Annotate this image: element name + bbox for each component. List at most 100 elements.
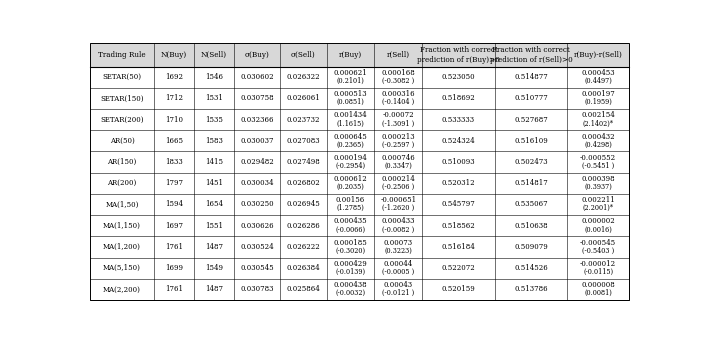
Text: 0.002211: 0.002211 xyxy=(581,196,615,204)
Text: 0.030545: 0.030545 xyxy=(240,264,274,272)
Text: MA(1,50): MA(1,50) xyxy=(105,201,139,208)
Text: SETAR(150): SETAR(150) xyxy=(100,94,144,102)
Text: 0.510638: 0.510638 xyxy=(515,222,548,230)
Text: 0.026286: 0.026286 xyxy=(286,222,320,230)
Text: 0.518562: 0.518562 xyxy=(442,222,475,230)
Text: (-0.0005 ): (-0.0005 ) xyxy=(382,268,414,276)
Text: 0.513786: 0.513786 xyxy=(515,285,548,293)
Text: 0.516184: 0.516184 xyxy=(442,243,475,251)
Text: (-0.0032): (-0.0032) xyxy=(336,289,366,297)
Text: 0.030602: 0.030602 xyxy=(240,73,274,81)
Text: 0.00043: 0.00043 xyxy=(384,281,413,289)
Text: (-1.3091 ): (-1.3091 ) xyxy=(382,119,414,128)
Text: 0.027498: 0.027498 xyxy=(286,158,320,166)
Text: (0.0016): (0.0016) xyxy=(584,225,612,234)
Text: (0.3223): (0.3223) xyxy=(385,247,412,255)
Text: 0.000453: 0.000453 xyxy=(581,69,615,77)
Text: 0.030037: 0.030037 xyxy=(240,137,274,145)
Text: 0.000645: 0.000645 xyxy=(333,133,367,140)
Text: 0.000398: 0.000398 xyxy=(581,175,615,183)
Text: 1710: 1710 xyxy=(165,116,183,123)
Text: 0.545797: 0.545797 xyxy=(442,201,475,208)
Text: 0.514526: 0.514526 xyxy=(514,264,548,272)
Text: 0.523050: 0.523050 xyxy=(442,73,475,81)
Text: 1697: 1697 xyxy=(165,222,183,230)
Text: 1583: 1583 xyxy=(205,137,223,145)
Text: 0.001434: 0.001434 xyxy=(333,111,367,119)
Text: AR(50): AR(50) xyxy=(110,137,135,145)
Text: 0.520159: 0.520159 xyxy=(442,285,475,293)
Text: MA(5,150): MA(5,150) xyxy=(103,264,141,272)
Text: -0.00072: -0.00072 xyxy=(383,111,414,119)
Text: 0.516109: 0.516109 xyxy=(514,137,548,145)
Text: Trading Rule: Trading Rule xyxy=(98,51,146,59)
Text: 1692: 1692 xyxy=(165,73,183,81)
Text: -0.000651: -0.000651 xyxy=(380,196,416,204)
Text: 1797: 1797 xyxy=(165,179,183,187)
Text: (0.0851): (0.0851) xyxy=(336,98,364,106)
Text: 0.000008: 0.000008 xyxy=(581,281,615,289)
Text: 1761: 1761 xyxy=(165,243,183,251)
Text: 0.000194: 0.000194 xyxy=(333,154,367,162)
Text: (0.0081): (0.0081) xyxy=(584,289,612,297)
Text: 1487: 1487 xyxy=(205,243,223,251)
Text: 0.000002: 0.000002 xyxy=(581,218,615,225)
Text: 0.026322: 0.026322 xyxy=(286,73,320,81)
Text: (-0.2506 ): (-0.2506 ) xyxy=(382,183,414,191)
Bar xyxy=(91,44,629,67)
Text: (1.1615): (1.1615) xyxy=(336,119,364,128)
Text: 0.000316: 0.000316 xyxy=(382,90,415,98)
Text: 0.030034: 0.030034 xyxy=(240,179,274,187)
Text: 0.030783: 0.030783 xyxy=(240,285,274,293)
Text: 0.510093: 0.510093 xyxy=(442,158,475,166)
Text: 1535: 1535 xyxy=(205,116,223,123)
Text: 0.000612: 0.000612 xyxy=(333,175,367,183)
Text: (-0.2954): (-0.2954) xyxy=(336,162,366,170)
Text: 0.026802: 0.026802 xyxy=(286,179,320,187)
Text: (-0.3082 ): (-0.3082 ) xyxy=(382,77,414,85)
Text: 1549: 1549 xyxy=(205,264,223,272)
Text: (-0.0139): (-0.0139) xyxy=(336,268,366,276)
Text: MA(2,200): MA(2,200) xyxy=(103,285,141,293)
Text: 1551: 1551 xyxy=(205,222,223,230)
Text: (-0.0082 ): (-0.0082 ) xyxy=(382,225,414,234)
Text: 0.514817: 0.514817 xyxy=(514,179,548,187)
Text: 1654: 1654 xyxy=(205,201,223,208)
Text: 0.524324: 0.524324 xyxy=(442,137,475,145)
Text: (2.1402)*: (2.1402)* xyxy=(583,119,614,128)
Text: 0.002154: 0.002154 xyxy=(581,111,615,119)
Text: 0.527687: 0.527687 xyxy=(514,116,548,123)
Text: 0.00044: 0.00044 xyxy=(384,260,413,268)
Text: σ(Sell): σ(Sell) xyxy=(291,51,316,59)
Text: SETAR(50): SETAR(50) xyxy=(102,73,142,81)
Text: (2.2001)*: (2.2001)* xyxy=(583,204,614,212)
Text: 1761: 1761 xyxy=(165,285,183,293)
Text: 0.000435: 0.000435 xyxy=(333,218,367,225)
Text: 0.026945: 0.026945 xyxy=(286,201,320,208)
Text: MA(1,150): MA(1,150) xyxy=(103,222,141,230)
Text: 1833: 1833 xyxy=(165,158,183,166)
Text: 0.000621: 0.000621 xyxy=(333,69,367,77)
Text: (-0.0121 ): (-0.0121 ) xyxy=(382,289,414,297)
Text: 0.518692: 0.518692 xyxy=(442,94,475,102)
Text: 0.030626: 0.030626 xyxy=(240,222,274,230)
Text: 0.026222: 0.026222 xyxy=(286,243,320,251)
Text: 0.000197: 0.000197 xyxy=(581,90,615,98)
Text: 0.533333: 0.533333 xyxy=(442,116,475,123)
Text: (-0.1404 ): (-0.1404 ) xyxy=(382,98,414,106)
Text: (-0.3020): (-0.3020) xyxy=(336,247,366,255)
Text: 0.535067: 0.535067 xyxy=(515,201,548,208)
Text: AR(150): AR(150) xyxy=(107,158,137,166)
Text: 1546: 1546 xyxy=(205,73,223,81)
Text: Fraction with correct
prediction of r(Buy)>0: Fraction with correct prediction of r(Bu… xyxy=(417,46,500,64)
Text: 0.023732: 0.023732 xyxy=(286,116,320,123)
Text: N(Sell): N(Sell) xyxy=(201,51,227,59)
Text: 0.000168: 0.000168 xyxy=(381,69,415,77)
Text: N(Buy): N(Buy) xyxy=(161,51,187,59)
Text: 0.522072: 0.522072 xyxy=(442,264,475,272)
Text: 1699: 1699 xyxy=(165,264,183,272)
Text: 0.000513: 0.000513 xyxy=(333,90,367,98)
Text: 0.520312: 0.520312 xyxy=(442,179,475,187)
Text: (0.3347): (0.3347) xyxy=(385,162,412,170)
Text: r(Buy)-r(Sell): r(Buy)-r(Sell) xyxy=(574,51,623,59)
